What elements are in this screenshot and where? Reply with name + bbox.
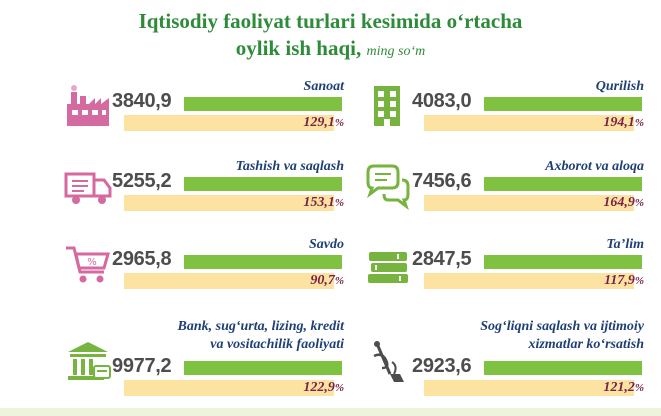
percent-value: 121,2%: [603, 380, 644, 396]
percent-number: 117,9: [604, 273, 635, 288]
percent-number: 121,2: [603, 380, 635, 395]
value-bar: [184, 255, 342, 269]
title-unit: ming so‘m: [366, 44, 426, 59]
percent-value: 117,9%: [604, 273, 644, 289]
percent-sign: %: [334, 382, 344, 394]
sector-label-line-1: Bank, sug‘urta, lizing, kredit: [177, 319, 345, 334]
chart-title: Iqtisodiy faoliyat turlari kesimida o‘rt…: [0, 8, 661, 65]
sector-soglik: Sog‘liqni saqlash va ijtimoiy xizmatlar …: [364, 316, 644, 402]
percent-value: 194,1%: [603, 115, 644, 131]
percent-value: 164,9%: [603, 195, 644, 211]
value-bar: [184, 177, 342, 191]
books-icon: [368, 252, 408, 283]
title-line-2: oylik ish haqi, ming so‘m: [0, 35, 661, 65]
sector-tashish: 5255,2 Tashish va saqlash 153,1%: [64, 152, 344, 222]
percent-number: 122,9: [303, 380, 335, 395]
value-label: 2965,8: [112, 248, 172, 270]
percent-bar: [124, 195, 334, 211]
footer-strip: [0, 408, 661, 416]
shopping-cart-icon: %: [66, 246, 110, 283]
value-label: 7456,6: [412, 170, 472, 192]
value-bar: [184, 361, 342, 375]
value-label: 2847,5: [412, 248, 472, 270]
value-bar: [484, 361, 642, 375]
sector-label: Sanoat: [303, 79, 344, 94]
percent-sign: %: [334, 117, 344, 129]
value-bar: [184, 97, 342, 111]
medical-caduceus-icon: [373, 341, 404, 382]
sector-label: Ta’lim: [606, 237, 644, 252]
value-label: 4083,0: [412, 90, 472, 112]
percent-sign: %: [634, 382, 644, 394]
value-bar: [484, 177, 642, 191]
percent-sign: %: [634, 275, 644, 287]
percent-value: 90,7%: [310, 273, 344, 289]
chat-bubbles-icon: [366, 164, 410, 210]
sector-savdo: % 2965,8 Savdo 90,7%: [64, 230, 344, 300]
sector-label: Axborot va aloqa: [545, 159, 644, 174]
value-bar: [484, 97, 642, 111]
percent-value: 129,1%: [303, 115, 344, 131]
value-bar: [484, 255, 642, 269]
title-line-2-text: oylik ish haqi,: [235, 36, 362, 60]
percent-value: 153,1%: [303, 195, 344, 211]
percent-sign: %: [634, 197, 644, 209]
percent-bar: [124, 115, 334, 131]
sector-label-line-1: Sog‘liqni saqlash va ijtimoiy: [480, 319, 644, 334]
percent-bar: [424, 273, 634, 289]
percent-bar: [124, 380, 334, 396]
svg-text:%: %: [87, 257, 97, 268]
truck-icon: [64, 172, 112, 204]
sector-label: Qurilish: [595, 79, 644, 94]
title-line-1: Iqtisodiy faoliyat turlari kesimida o‘rt…: [138, 9, 523, 33]
percent-value: 122,9%: [303, 380, 344, 396]
value-label: 2923,6: [412, 355, 472, 377]
building-icon: [374, 86, 400, 126]
percent-sign: %: [334, 275, 344, 287]
value-label: 5255,2: [112, 170, 172, 192]
factory-icon: [67, 85, 109, 126]
sector-label: Tashish va saqlash: [235, 159, 344, 174]
percent-bar: [124, 273, 334, 289]
sector-label-line-2: xizmatlar ko‘rsatish: [528, 337, 644, 352]
value-label: 9977,2: [112, 355, 172, 377]
sector-label: Sog‘liqni saqlash va ijtimoiy xizmatlar …: [480, 318, 644, 354]
bank-icon: [68, 342, 111, 380]
sector-sanoat: 3840,9 Sanoat 129,1%: [64, 72, 344, 142]
sector-qurilish: 4083,0 Qurilish 194,1%: [364, 72, 644, 142]
value-label: 3840,9: [112, 90, 172, 112]
sector-axborot: 7456,6 Axborot va aloqa 164,9%: [364, 152, 644, 222]
sector-talim: 2847,5 Ta’lim 117,9%: [364, 230, 644, 300]
percent-bar: [424, 115, 634, 131]
sector-label: Bank, sug‘urta, lizing, kredit va vosita…: [178, 318, 345, 354]
percent-number: 90,7: [310, 273, 335, 288]
percent-sign: %: [634, 117, 644, 129]
percent-bar: [424, 380, 634, 396]
percent-sign: %: [334, 197, 344, 209]
sector-bank: Bank, sug‘urta, lizing, kredit va vosita…: [64, 316, 344, 402]
percent-bar: [424, 195, 634, 211]
percent-number: 153,1: [303, 195, 335, 210]
sector-label: Savdo: [309, 237, 344, 252]
percent-number: 194,1: [603, 115, 635, 130]
sector-label-line-2: va vositachilik faoliyati: [210, 337, 344, 352]
percent-number: 164,9: [603, 195, 635, 210]
percent-number: 129,1: [303, 115, 335, 130]
